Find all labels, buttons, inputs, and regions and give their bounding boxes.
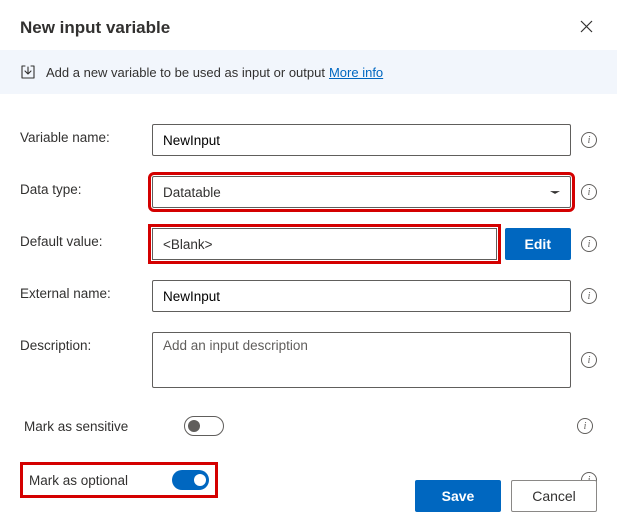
default-value-box: <Blank> [152, 228, 497, 260]
info-banner: Add a new variable to be used as input o… [0, 50, 617, 94]
external-name-input[interactable] [152, 280, 571, 312]
dialog-title: New input variable [20, 18, 170, 38]
default-value-label: Default value: [20, 228, 152, 249]
more-info-link[interactable]: More info [329, 65, 383, 80]
external-name-label: External name: [20, 280, 152, 301]
data-type-value: Datatable [163, 185, 221, 200]
info-icon[interactable]: i [581, 352, 597, 368]
info-icon[interactable]: i [581, 236, 597, 252]
mark-optional-toggle[interactable] [172, 470, 209, 490]
input-arrow-icon [20, 64, 36, 80]
banner-text: Add a new variable to be used as input o… [46, 65, 325, 80]
info-icon[interactable]: i [581, 132, 597, 148]
edit-button[interactable]: Edit [505, 228, 571, 260]
info-icon[interactable]: i [577, 418, 593, 434]
save-button[interactable]: Save [415, 480, 501, 512]
info-icon[interactable]: i [581, 184, 597, 200]
close-button[interactable] [576, 16, 597, 40]
data-type-select[interactable]: Datatable [152, 176, 571, 208]
mark-optional-label: Mark as optional [29, 473, 172, 488]
description-label: Description: [20, 332, 152, 353]
info-icon[interactable]: i [581, 288, 597, 304]
default-value-text: <Blank> [163, 237, 213, 252]
mark-optional-highlight: Mark as optional [20, 462, 218, 498]
mark-sensitive-toggle[interactable] [184, 416, 224, 436]
data-type-label: Data type: [20, 176, 152, 197]
variable-name-label: Variable name: [20, 124, 152, 145]
mark-sensitive-label: Mark as sensitive [24, 419, 184, 434]
chevron-down-icon [550, 191, 560, 194]
variable-name-input[interactable] [152, 124, 571, 156]
close-icon [580, 20, 593, 33]
cancel-button[interactable]: Cancel [511, 480, 597, 512]
description-textarea[interactable] [152, 332, 571, 388]
